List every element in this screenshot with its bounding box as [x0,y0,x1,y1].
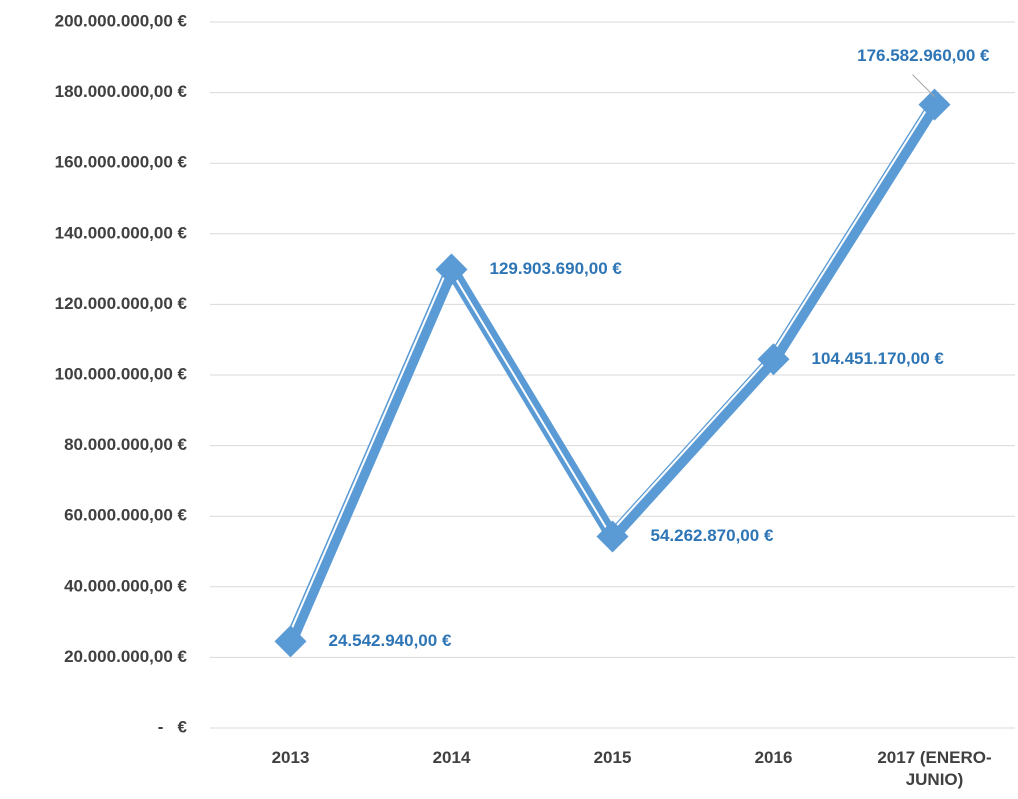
data-label: 176.582.960,00 € [857,46,990,65]
x-tick-label: 2015 [593,748,632,767]
x-tick-label: 2016 [754,748,793,767]
data-label: 54.262.870,00 € [651,526,774,545]
marker [435,253,468,286]
y-tick-label: 140.000.000,00 € [55,223,188,242]
leader-line [912,74,935,98]
marker [757,343,790,376]
y-tick-label: 80.000.000,00 € [64,435,187,454]
y-tick-label: - € [158,717,188,736]
y-tick-label: 20.000.000,00 € [64,647,187,666]
x-tick-label: 2014 [432,748,471,767]
x-tick-label: 2013 [271,748,310,767]
data-label: 104.451.170,00 € [812,349,945,368]
y-tick-label: 100.000.000,00 € [55,364,188,383]
x-tick-label: 2017 (ENERO-JUNIO) [877,748,992,789]
series-line [284,101,940,644]
data-label: 24.542.940,00 € [329,631,452,650]
y-tick-label: 60.000.000,00 € [64,506,187,525]
y-tick-label: 40.000.000,00 € [64,576,187,595]
series-line-highlight [286,101,933,639]
y-tick-label: 200.000.000,00 € [55,11,188,30]
marker [596,520,629,553]
data-label: 129.903.690,00 € [490,259,623,278]
y-tick-label: 180.000.000,00 € [55,82,188,101]
y-tick-label: 160.000.000,00 € [55,153,188,172]
y-tick-label: 120.000.000,00 € [55,294,188,313]
marker [274,625,307,658]
marker [918,88,951,121]
